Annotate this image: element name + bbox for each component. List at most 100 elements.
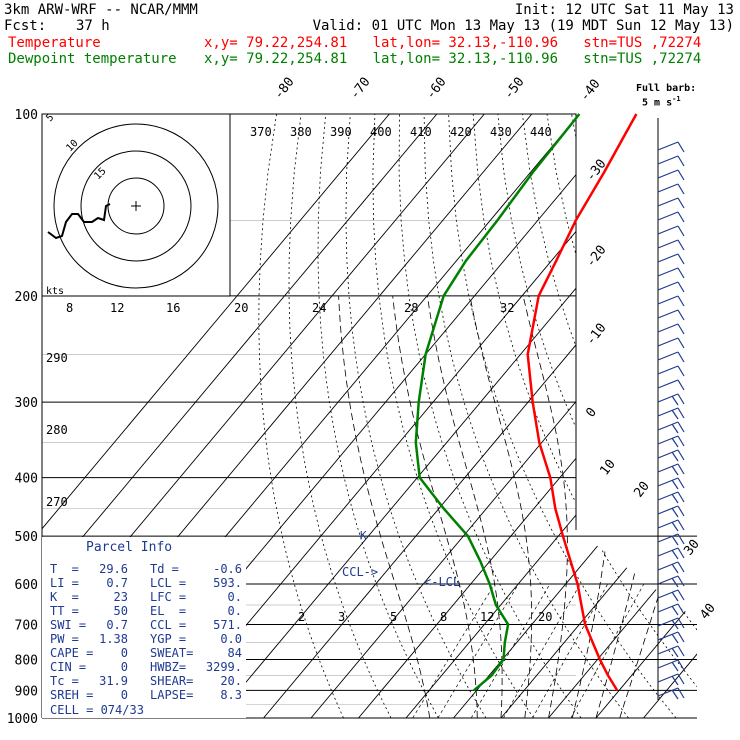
wind-barb-staff bbox=[657, 631, 679, 641]
hodograph-speed-label: 24 bbox=[312, 301, 326, 315]
wind-barb bbox=[657, 141, 685, 153]
wind-barb bbox=[657, 603, 685, 616]
sounding-profiles bbox=[414, 113, 638, 692]
theta-label-left: 290 bbox=[46, 351, 68, 365]
wind-barb-flag bbox=[677, 197, 685, 209]
wind-barb bbox=[657, 169, 685, 181]
wind-barb-staff bbox=[657, 449, 679, 459]
pressure-label: 800 bbox=[15, 653, 38, 668]
parcel-cell: 0 bbox=[120, 688, 128, 702]
wind-barb-flag bbox=[671, 647, 679, 658]
parcel-cell: CELL = 074/33 bbox=[50, 703, 144, 717]
wind-barb-flag bbox=[671, 465, 679, 476]
wind-barb bbox=[657, 295, 685, 307]
wind-barb bbox=[657, 239, 685, 251]
theta-label: 430 bbox=[490, 125, 512, 139]
wind-barb-flag bbox=[677, 239, 685, 251]
isotherm-label: 30 bbox=[681, 537, 702, 559]
forecast-hours: 37 h bbox=[76, 18, 110, 34]
pressure-label: 100 bbox=[15, 108, 38, 123]
wind-barb bbox=[657, 519, 685, 532]
isotherm-label: -10 bbox=[583, 321, 609, 349]
wind-barb bbox=[657, 253, 685, 265]
moist-adiabat bbox=[619, 295, 697, 718]
theta-label: 400 bbox=[370, 125, 392, 139]
wind-barb bbox=[657, 351, 685, 363]
wind-barb-flag bbox=[677, 169, 685, 181]
wind-barb bbox=[657, 477, 685, 490]
wind-barb-staff bbox=[657, 407, 679, 417]
mixing-ratio-line bbox=[470, 583, 551, 718]
parcel-row: SREH = 0 LAPSE= 8.3 bbox=[50, 688, 242, 702]
parcel-cell: LI = bbox=[50, 576, 79, 590]
wind-barbs bbox=[657, 118, 685, 700]
theta-label: 440 bbox=[530, 125, 552, 139]
dry-adiabat bbox=[694, 114, 697, 718]
dry-adiabat bbox=[398, 114, 582, 718]
parcel-row: CAPE = 0 SWEAT= 84 bbox=[50, 646, 242, 660]
theta-label: 390 bbox=[330, 125, 352, 139]
wind-barb-staff bbox=[657, 141, 679, 151]
parcel-cell: Tc = bbox=[50, 674, 79, 688]
parcel-row: Tc = 31.9 SHEAR= 20. bbox=[50, 674, 242, 688]
moist-adiabat bbox=[469, 295, 532, 718]
wind-barb-staff bbox=[657, 239, 679, 249]
wind-barb-staff bbox=[657, 547, 679, 557]
wind-barb-staff bbox=[657, 337, 679, 347]
wind-barb-staff bbox=[657, 253, 679, 263]
wind-barb-flag bbox=[677, 449, 685, 461]
parcel-cell: 20. bbox=[220, 674, 242, 688]
wind-barb-flag bbox=[677, 617, 685, 629]
theta-label: 420 bbox=[450, 125, 472, 139]
pressure-label: 200 bbox=[15, 290, 38, 305]
wind-barb-staff bbox=[657, 645, 679, 655]
wind-barb-staff bbox=[657, 561, 679, 571]
isotherm-label: -20 bbox=[583, 243, 609, 271]
hodograph-speed-label: 12 bbox=[110, 301, 124, 315]
dry-adiabat bbox=[372, 114, 534, 718]
wind-barb-flag bbox=[671, 479, 679, 490]
parcel-cell: CIN = bbox=[50, 660, 87, 674]
wind-barb bbox=[657, 267, 685, 279]
dry-adiabat bbox=[669, 114, 697, 718]
parcel-cell: CCL = bbox=[150, 618, 187, 632]
parcel-cell: 593. bbox=[213, 576, 242, 590]
wind-barb-flag bbox=[671, 563, 679, 574]
parcel-cell: T = bbox=[50, 562, 79, 576]
parcel-cell: 23 bbox=[113, 590, 128, 604]
isotherm-label: 20 bbox=[631, 479, 652, 501]
wind-barb-flag bbox=[677, 393, 685, 405]
wind-barb bbox=[657, 225, 685, 237]
mixing-ratio-label: 12 bbox=[480, 610, 494, 624]
wind-barb bbox=[657, 561, 685, 574]
wind-barb-flag bbox=[677, 603, 685, 615]
wind-barb-flag bbox=[677, 225, 685, 237]
parcel-row: K = 23 LFC = 0. bbox=[50, 590, 242, 604]
parcel-cell: 571. bbox=[213, 618, 242, 632]
wind-barb-flag bbox=[671, 493, 679, 504]
wind-barb-staff bbox=[657, 491, 679, 501]
barb-legend-units: 5 m s-1 bbox=[642, 95, 681, 109]
wind-barb-flag bbox=[677, 323, 685, 335]
hodograph-trace bbox=[47, 203, 111, 240]
wind-barb-flag bbox=[677, 575, 685, 587]
wind-barb-flag bbox=[671, 521, 679, 532]
wind-barb-flag bbox=[671, 507, 679, 518]
hodograph-speed-label: 20 bbox=[234, 301, 248, 315]
wind-barb bbox=[657, 393, 685, 406]
wind-barb-flag bbox=[677, 505, 685, 517]
wind-barb bbox=[657, 533, 685, 546]
wind-barb bbox=[657, 379, 685, 391]
parcel-cell: K = bbox=[50, 590, 79, 604]
wind-barb-staff bbox=[657, 589, 679, 599]
barb-legend-title: Full barb: bbox=[636, 83, 697, 94]
parcel-cell: 0.7 bbox=[106, 618, 128, 632]
isotherm-line bbox=[42, 114, 438, 718]
parcel-cell: 1.38 bbox=[99, 632, 128, 646]
parcel-cell: 0. bbox=[227, 590, 242, 604]
wind-barb-staff bbox=[657, 281, 679, 291]
isotherm-line bbox=[453, 114, 697, 718]
theta-label: 410 bbox=[410, 125, 432, 139]
parcel-cell: CAPE = bbox=[50, 646, 94, 660]
parcel-cell: 0 bbox=[120, 646, 128, 660]
